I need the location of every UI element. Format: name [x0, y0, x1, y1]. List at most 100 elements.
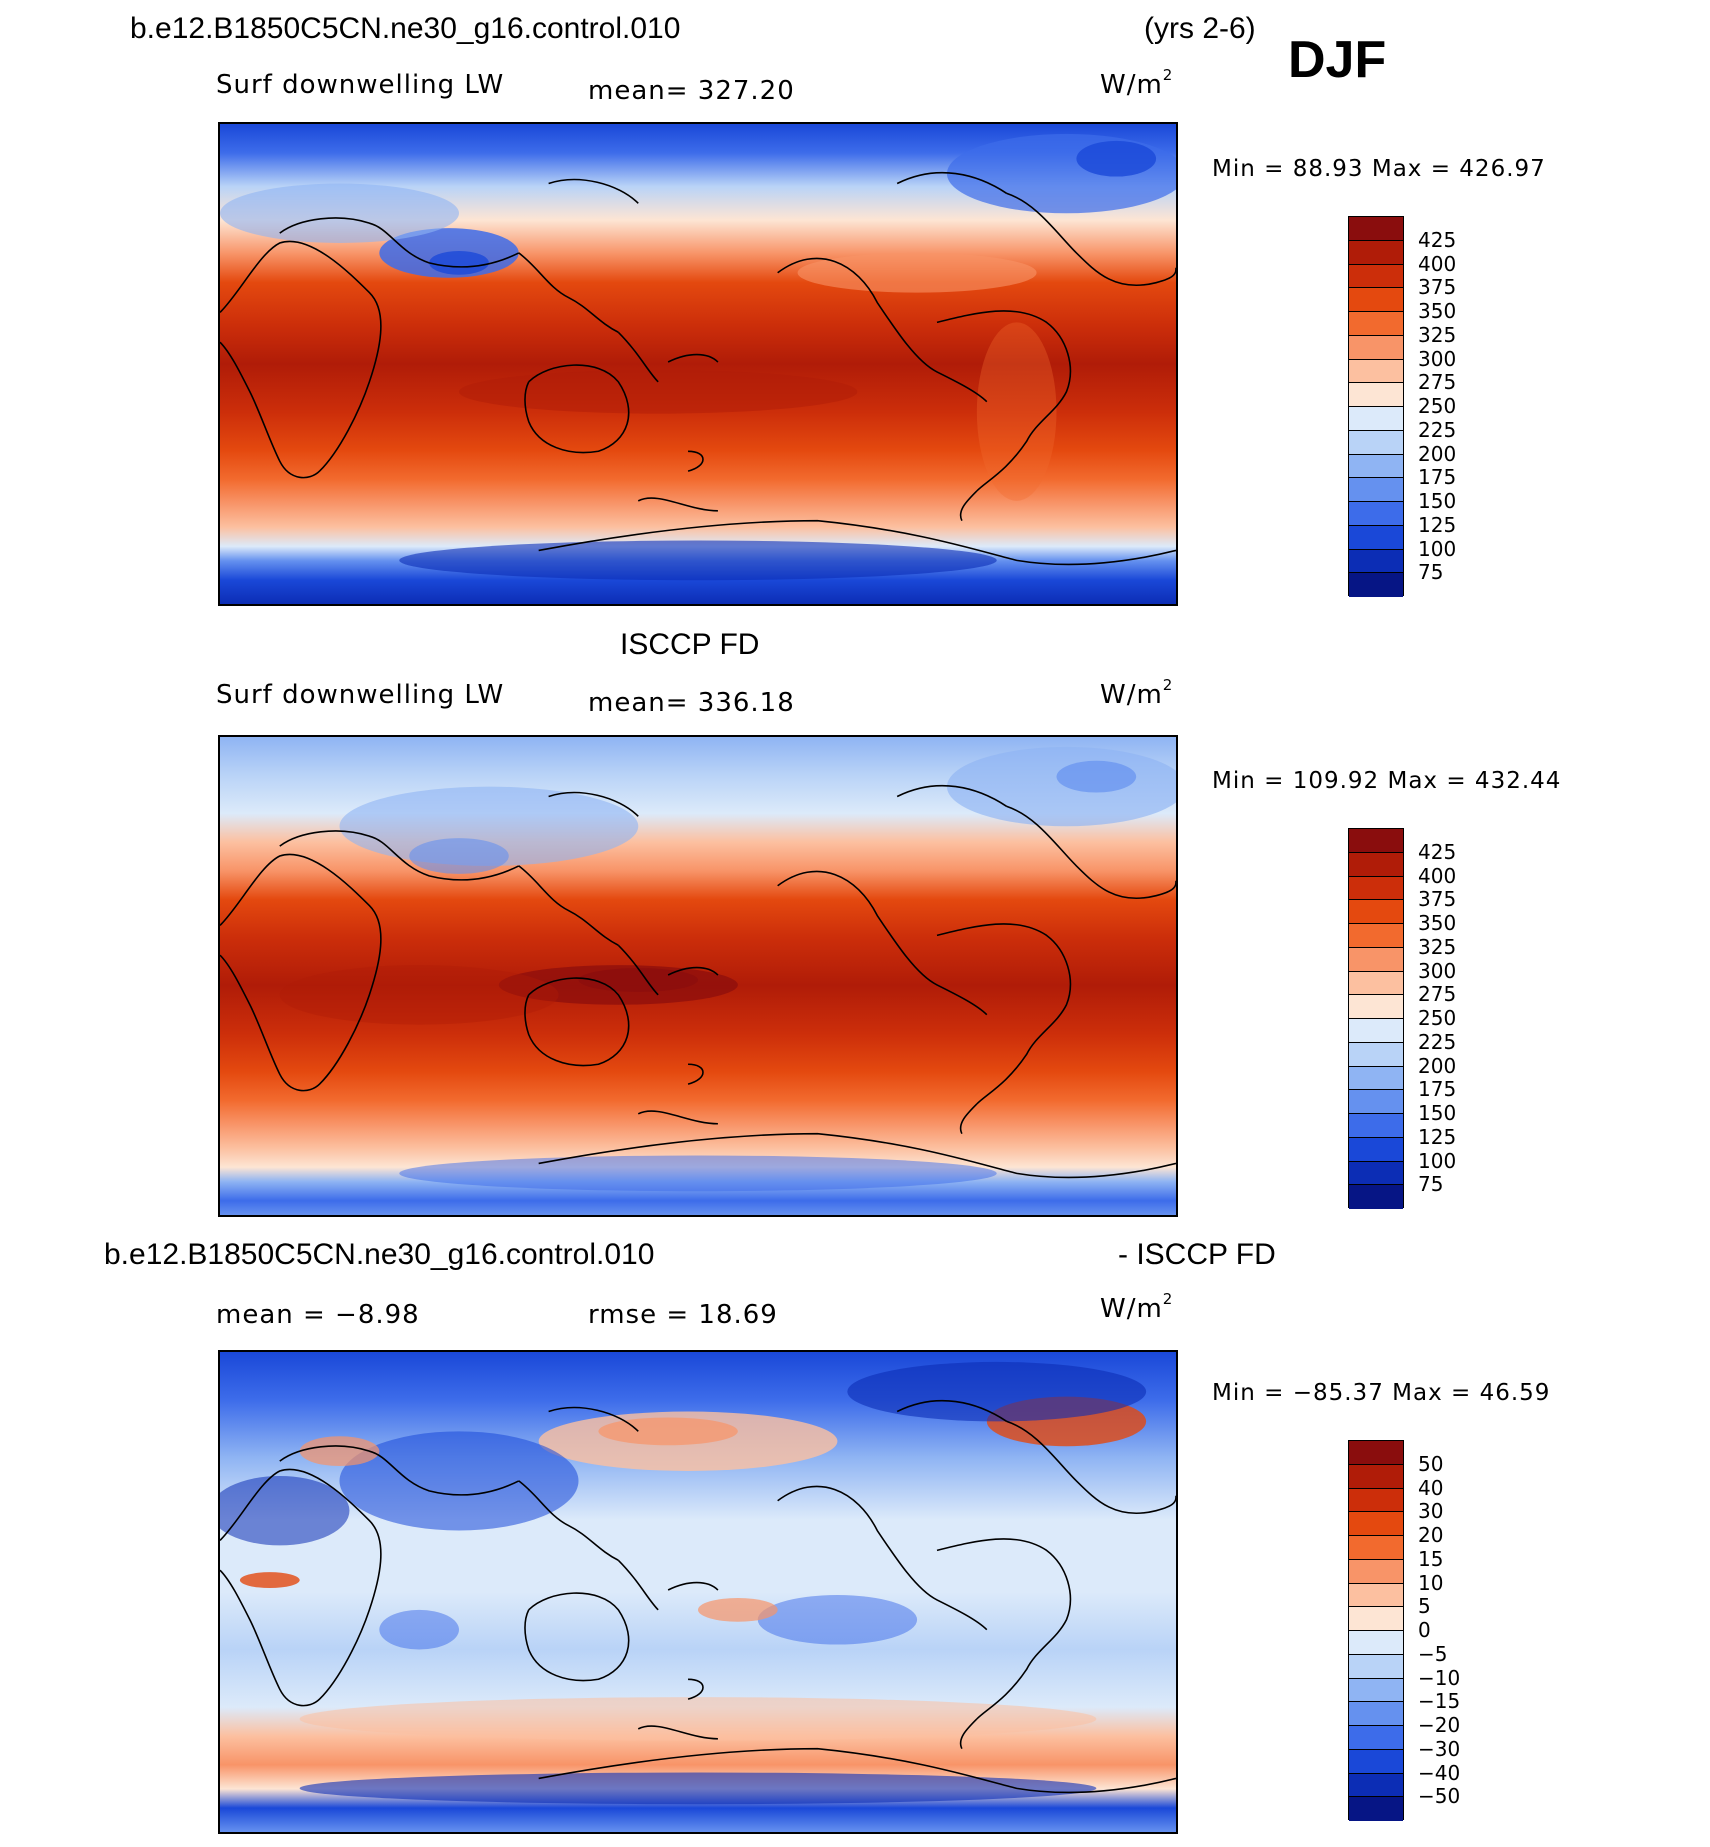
- colorbar-swatch: [1349, 1583, 1403, 1608]
- colorbar-tick-label: 40: [1418, 1475, 1444, 1500]
- colorbar-swatch: [1349, 900, 1403, 924]
- colorbar-swatch: [1349, 1654, 1403, 1679]
- colorbar-tick-label: 75: [1418, 1172, 1444, 1197]
- colorbar-swatch: [1349, 1066, 1403, 1091]
- colorbar-tick-label: −15: [1418, 1689, 1461, 1714]
- colorbar-swatch: [1349, 971, 1403, 996]
- panel2-map: [218, 735, 1178, 1217]
- colorbar-tick-label: −40: [1418, 1760, 1461, 1785]
- colorbar-swatch: [1349, 829, 1403, 853]
- colorbar-tick-label: 0: [1418, 1618, 1431, 1642]
- colorbar-tick-label: 200: [1418, 1053, 1457, 1078]
- colorbar-swatch: [1349, 1441, 1403, 1465]
- colorbar-swatch: [1349, 1702, 1403, 1726]
- colorbar-swatch: [1349, 924, 1403, 948]
- colorbar-swatch: [1349, 1512, 1403, 1536]
- colorbar-tick-label: 325: [1418, 322, 1457, 347]
- colorbar-tick-label: 275: [1418, 982, 1457, 1007]
- panel3-case-title: b.e12.B1850C5CN.ne30_g16.control.010: [104, 1238, 655, 1271]
- colorbar-swatch: [1349, 1536, 1403, 1560]
- colorbar-swatch: [1349, 430, 1403, 455]
- panel2-mean-label: mean= 336.18: [588, 688, 795, 718]
- colorbar-tick-label: 75: [1418, 560, 1444, 585]
- colorbar-swatch: [1349, 1607, 1403, 1631]
- colorbar-tick-label: 325: [1418, 934, 1457, 959]
- colorbar-tick-label: 300: [1418, 346, 1457, 371]
- colorbar-tick-label: 350: [1418, 911, 1457, 935]
- season-label: DJF: [1288, 31, 1387, 89]
- colorbar-tick-label: 15: [1418, 1546, 1444, 1571]
- colorbar-tick-label: 125: [1418, 512, 1457, 537]
- colorbar-swatch: [1349, 852, 1403, 877]
- panel2-units: W/m2: [1100, 676, 1174, 710]
- colorbar-tick-label: 175: [1418, 465, 1457, 490]
- colorbar-tick-label: 50: [1418, 1451, 1444, 1476]
- colorbar-swatch: [1349, 240, 1403, 265]
- colorbar-tick-label: 350: [1418, 299, 1457, 323]
- colorbar-swatch: [1349, 995, 1403, 1019]
- colorbar-tick-label: 150: [1418, 1101, 1457, 1125]
- colorbar-tick-label: 175: [1418, 1077, 1457, 1102]
- colorbar-tick-label: 225: [1418, 417, 1457, 442]
- colorbar-tick-label: 125: [1418, 1124, 1457, 1149]
- colorbar-swatch: [1349, 1678, 1403, 1703]
- panel2-colorbar: [1348, 828, 1404, 1209]
- colorbar-swatch: [1349, 876, 1403, 901]
- colorbar-tick-label: 275: [1418, 370, 1457, 395]
- colorbar-tick-label: −30: [1418, 1736, 1461, 1761]
- colorbar-tick-label: −20: [1418, 1713, 1461, 1737]
- colorbar-swatch: [1349, 1797, 1403, 1821]
- panel3-diff-label: - ISCCP FD: [1118, 1238, 1276, 1271]
- panel1-units: W/m2: [1100, 66, 1174, 100]
- colorbar-swatch: [1349, 502, 1403, 526]
- colorbar-tick-label: 20: [1418, 1523, 1444, 1547]
- colorbar-swatch: [1349, 1749, 1403, 1774]
- colorbar-swatch: [1349, 1464, 1403, 1489]
- panel2-variable-label: Surf downwelling LW: [216, 680, 505, 710]
- colorbar-tick-label: 250: [1418, 1006, 1457, 1030]
- panel3-minmax: Min = −85.37 Max = 46.59: [1212, 1380, 1551, 1406]
- colorbar-swatch: [1349, 312, 1403, 336]
- colorbar-swatch: [1349, 1559, 1403, 1584]
- colorbar-swatch: [1349, 217, 1403, 241]
- panel3-colorbar: [1348, 1440, 1404, 1821]
- colorbar-swatch: [1349, 1042, 1403, 1067]
- panel1-case-title: b.e12.B1850C5CN.ne30_g16.control.010: [130, 12, 681, 45]
- colorbar-tick-label: 425: [1418, 227, 1457, 252]
- panel3-mean-label: mean = −8.98: [216, 1300, 420, 1330]
- colorbar-tick-label: 400: [1418, 863, 1457, 888]
- colorbar-tick-label: 200: [1418, 441, 1457, 466]
- colorbar-tick-label: 30: [1418, 1499, 1444, 1524]
- colorbar-tick-label: 250: [1418, 394, 1457, 418]
- colorbar-tick-label: 400: [1418, 251, 1457, 276]
- colorbar-swatch: [1349, 1114, 1403, 1138]
- colorbar-tick-label: 425: [1418, 839, 1457, 864]
- panel1-map: [218, 122, 1178, 606]
- panel1-colorbar: [1348, 216, 1404, 597]
- colorbar-tick-label: 100: [1418, 536, 1457, 561]
- colorbar-tick-label: −5: [1418, 1641, 1448, 1666]
- colorbar-swatch: [1349, 454, 1403, 479]
- colorbar-tick-label: −50: [1418, 1784, 1461, 1809]
- panel1-minmax: Min = 88.93 Max = 426.97: [1212, 156, 1546, 182]
- colorbar-swatch: [1349, 1631, 1403, 1655]
- colorbar-swatch: [1349, 1161, 1403, 1186]
- colorbar-tick-label: 225: [1418, 1029, 1457, 1054]
- colorbar-swatch: [1349, 359, 1403, 384]
- panel3-rmse-label: rmse = 18.69: [588, 1300, 778, 1330]
- colorbar-swatch: [1349, 383, 1403, 407]
- colorbar-swatch: [1349, 288, 1403, 312]
- colorbar-swatch: [1349, 573, 1403, 597]
- panel2-title: ISCCP FD: [620, 628, 760, 661]
- colorbar-swatch: [1349, 525, 1403, 550]
- colorbar-swatch: [1349, 478, 1403, 502]
- colorbar-tick-label: 100: [1418, 1148, 1457, 1173]
- colorbar-swatch: [1349, 947, 1403, 972]
- colorbar-tick-label: 375: [1418, 887, 1457, 912]
- panel1-variable-label: Surf downwelling LW: [216, 70, 505, 100]
- colorbar-tick-label: 10: [1418, 1570, 1444, 1595]
- panel3-map: [218, 1350, 1178, 1834]
- colorbar-tick-label: 300: [1418, 958, 1457, 983]
- colorbar-swatch: [1349, 1773, 1403, 1798]
- years-label: (yrs 2-6): [1144, 12, 1256, 45]
